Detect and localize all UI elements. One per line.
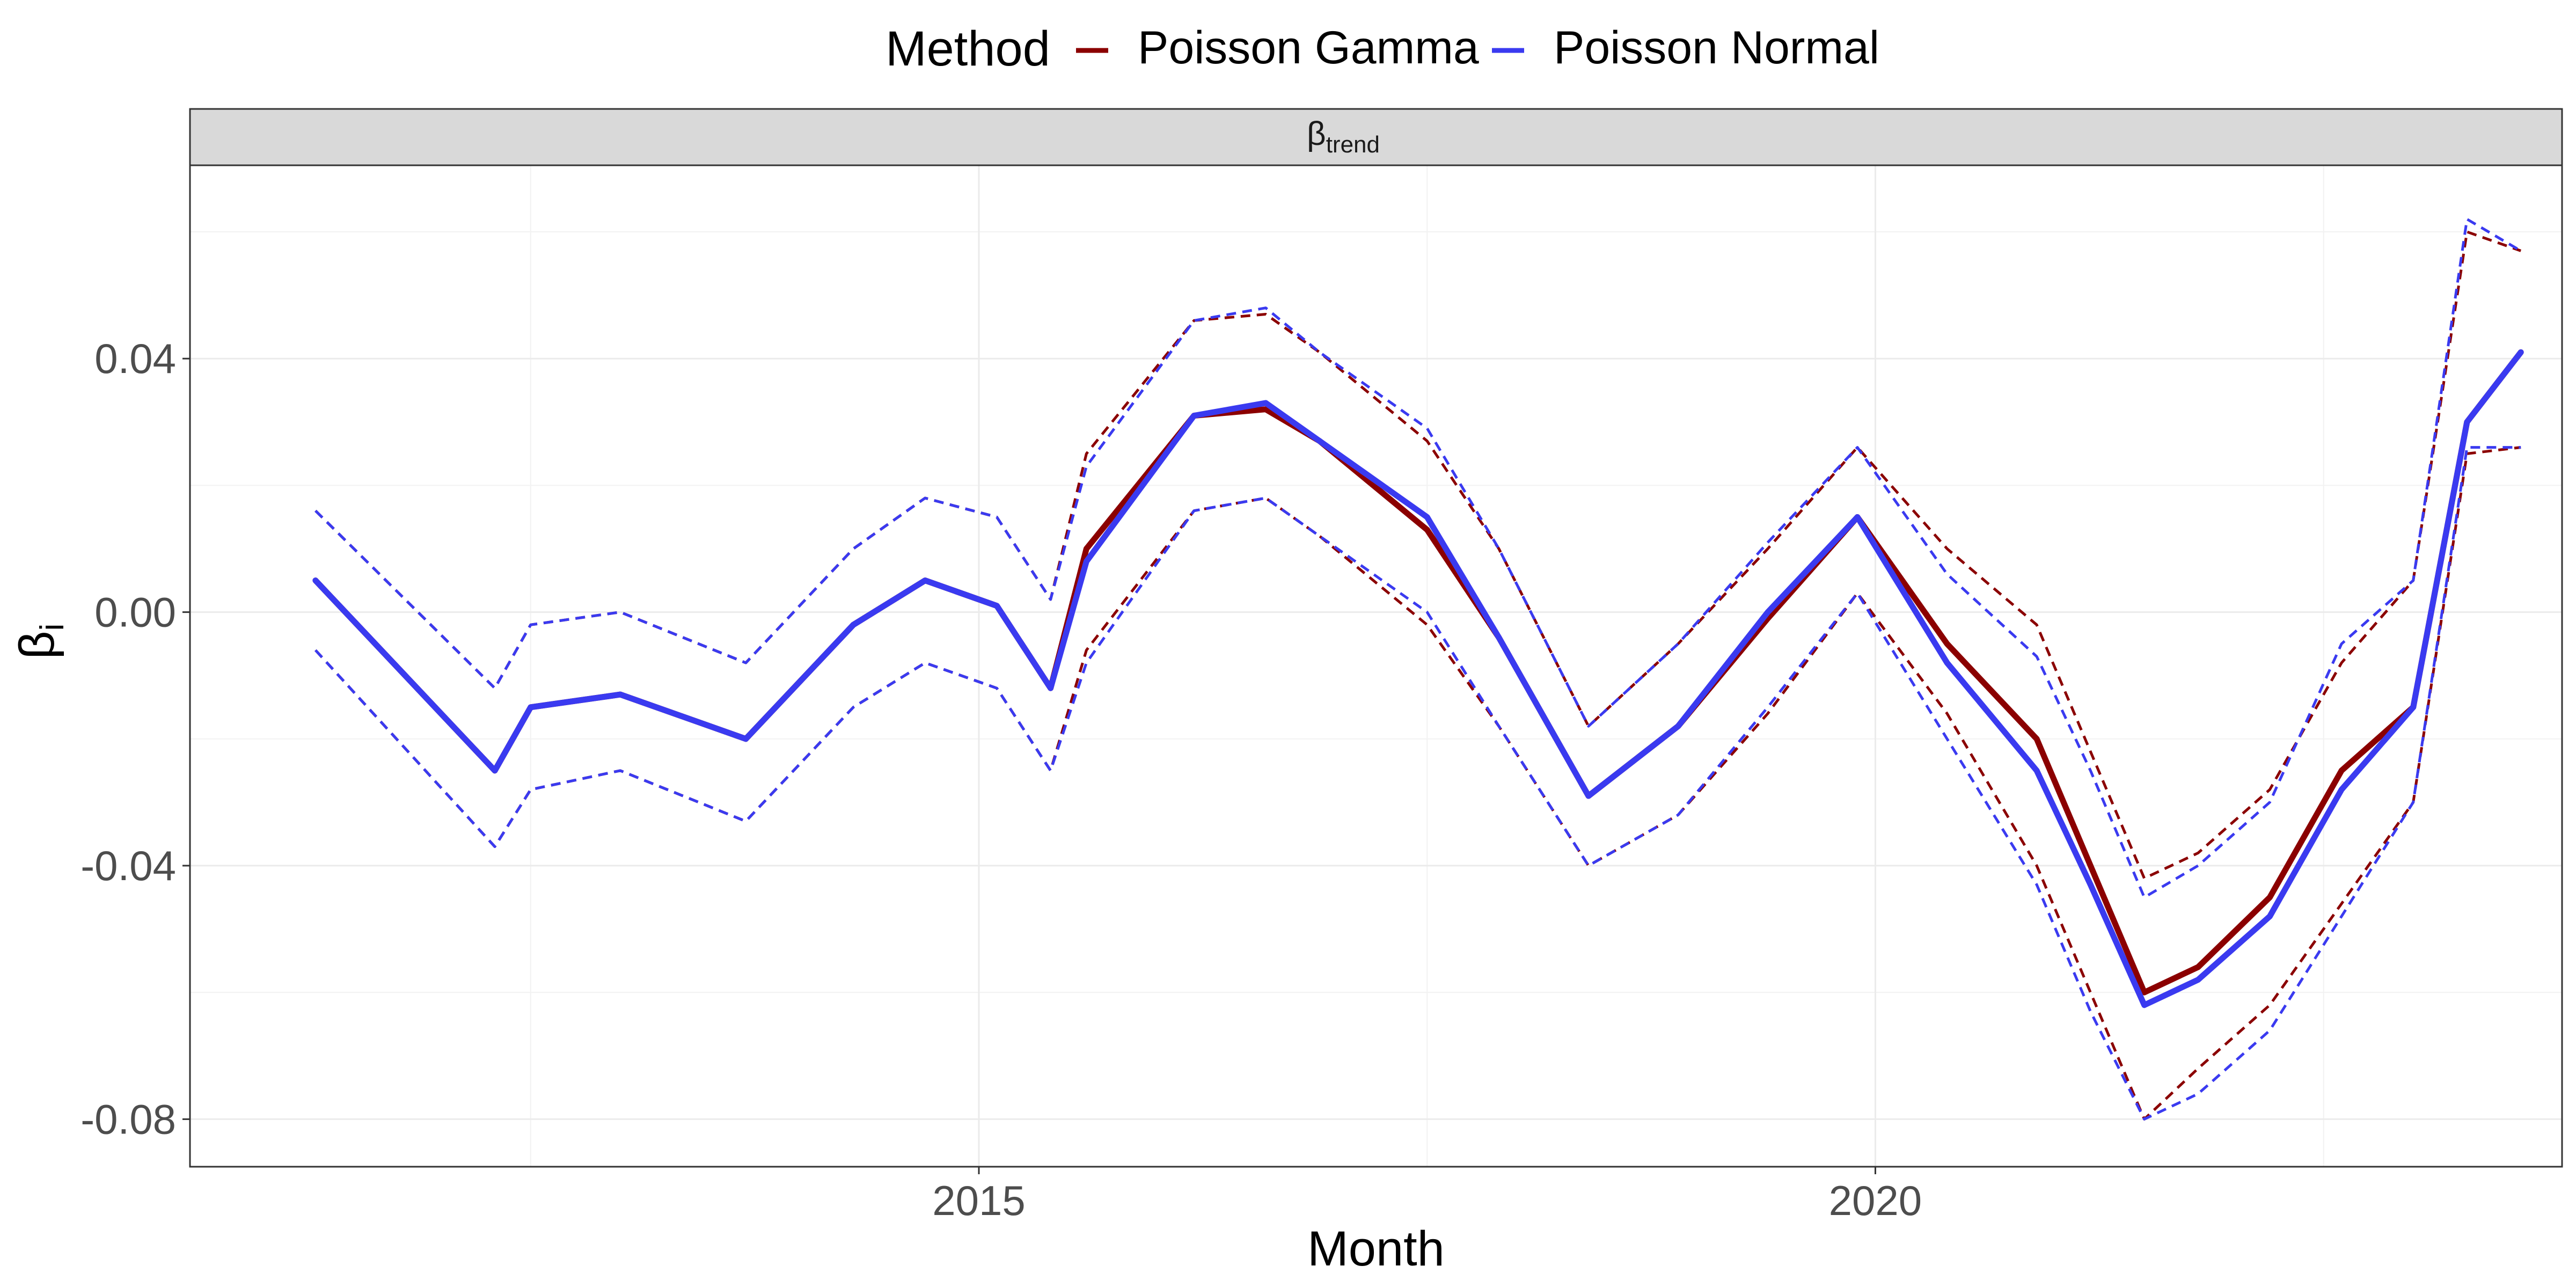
legend-label-poisson-gamma: Poisson Gamma: [1138, 22, 1479, 74]
legend: Method Poisson Gamma Poisson Normal: [885, 21, 1879, 76]
x-axis-title: Month: [1307, 1221, 1445, 1276]
facet-strip: βtrend: [189, 108, 2563, 166]
series-poisson-normal-line: [312, 349, 2524, 1008]
plot-panel: [190, 165, 2562, 1167]
y-axis-title-sub: i: [34, 624, 71, 631]
series-layer: [312, 217, 2524, 1121]
x-tick-label: 2015: [932, 1177, 1026, 1224]
series-poisson-normal-lower: [314, 446, 2521, 1121]
y-tick-label: -0.08: [80, 1095, 176, 1143]
y-axis: -0.08 -0.04 0.00 0.04: [80, 335, 190, 1143]
x-tick-label: 2020: [1829, 1177, 1922, 1224]
y-tick-label: 0.00: [94, 589, 176, 636]
y-tick-label: 0.04: [94, 335, 176, 382]
facet-strip-background: [189, 108, 2563, 166]
grid-major: [190, 165, 2562, 1167]
legend-title: Method: [885, 21, 1050, 76]
series-poisson-gamma-upper: [314, 230, 2522, 880]
plot-panel-border: [189, 164, 2563, 1168]
facet-strip-label-sub: trend: [1326, 131, 1380, 158]
legend-label-poisson-normal: Poisson Normal: [1554, 22, 1879, 74]
y-axis-title: βi: [10, 624, 71, 660]
facet-strip-label-main: β: [1307, 115, 1326, 152]
y-tick-label: -0.04: [80, 842, 176, 889]
x-axis: 2015 2020: [932, 1167, 1922, 1224]
facet-strip-label: βtrend: [1307, 115, 1380, 158]
series-poisson-normal-upper: [314, 217, 2522, 899]
y-axis-title-main: β: [10, 631, 64, 659]
